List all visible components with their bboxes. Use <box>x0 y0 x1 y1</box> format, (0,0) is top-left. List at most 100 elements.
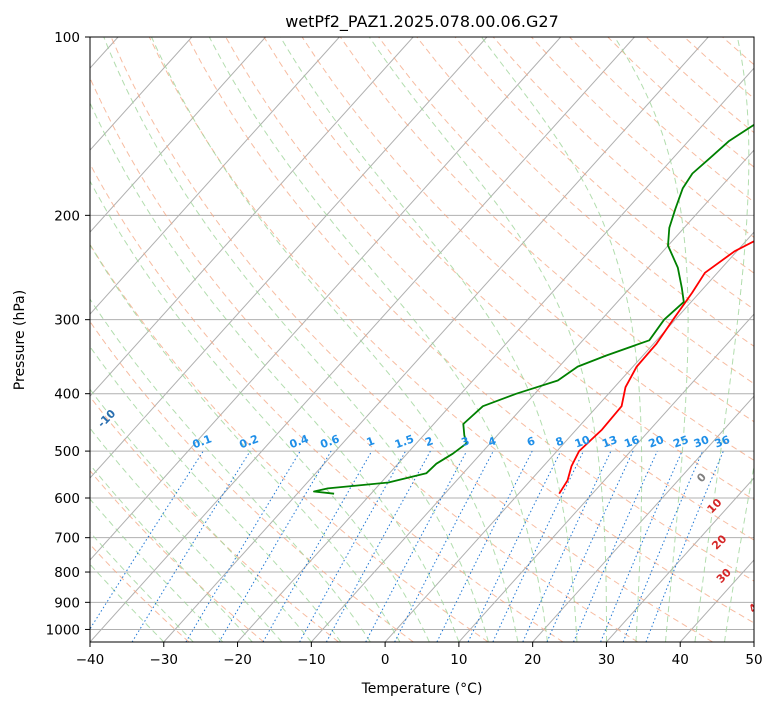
isotherm <box>310 149 754 642</box>
mixing-ratio-line <box>600 450 683 642</box>
x-tick-label: 20 <box>524 652 541 668</box>
temperature-profile <box>558 240 754 495</box>
mixing-ratio-line <box>365 450 468 642</box>
y-axis-label: Pressure (hPa) <box>12 290 28 390</box>
y-tick-label: 800 <box>54 565 80 581</box>
moist-adiabat <box>151 37 519 642</box>
dry-adiabat <box>90 543 190 642</box>
moist-adiabat <box>90 243 401 642</box>
moist-adiabat <box>481 37 643 642</box>
mixing-ratio-label: 8 <box>554 434 566 449</box>
x-tick-label: 0 <box>381 652 390 668</box>
mixing-ratio-line <box>645 450 724 642</box>
moist-adiabat <box>90 388 312 642</box>
x-axis: −40 −30 −20 −10 0 10 20 30 40 50 <box>76 642 763 668</box>
x-tick-label: 50 <box>745 652 762 668</box>
mixing-ratio-label: 1.5 <box>393 432 416 451</box>
mixing-ratio-label: 16 <box>622 433 641 451</box>
dry-adiabat <box>90 470 265 642</box>
moist-adiabat <box>90 463 253 642</box>
isotherm <box>163 37 709 642</box>
moist-adiabat <box>368 37 607 642</box>
y-tick-label: 300 <box>54 313 80 329</box>
isotherm <box>532 395 754 642</box>
isotherm <box>237 67 754 642</box>
x-tick-label: 40 <box>672 652 689 668</box>
dry-adiabat <box>90 320 414 642</box>
dry-adiabat <box>90 243 489 642</box>
y-tick-label: 200 <box>54 208 80 224</box>
isotherm <box>90 37 340 315</box>
moist-adiabat <box>208 37 548 642</box>
y-tick-label: 600 <box>54 491 80 507</box>
moist-adiabat <box>90 427 283 642</box>
mixing-ratio-label: 20 <box>647 433 666 451</box>
isotherm <box>606 477 754 642</box>
moist-adiabat <box>103 37 489 642</box>
isotherm <box>458 313 754 642</box>
x-tick-label: 10 <box>450 652 467 668</box>
plot-frame <box>89 36 755 643</box>
moist-adiabat <box>90 101 460 642</box>
moist-adiabat <box>724 464 754 642</box>
y-tick-label: 1000 <box>46 622 80 638</box>
mixing-ratio-line <box>131 450 251 642</box>
dry-adiabat <box>416 37 754 347</box>
mixing-ratio-label: 2 <box>423 434 435 449</box>
mixing-ratio-line <box>546 450 634 642</box>
moist-adiabat <box>90 298 371 642</box>
isotherm <box>90 37 635 642</box>
mixing-ratio-line <box>622 450 704 642</box>
chart-title: wetPf2_PAZ1.2025.078.00.06.G27 <box>285 12 559 32</box>
dewpoint-profile <box>313 123 754 495</box>
mixing-ratio-label: 10 <box>573 433 592 451</box>
x-tick-label: 30 <box>598 652 615 668</box>
mixing-ratio-label: 13 <box>600 433 619 450</box>
mixing-ratio-label: 6 <box>525 434 537 449</box>
x-tick-label: −20 <box>223 652 252 668</box>
mixing-ratio-label: 36 <box>713 433 732 451</box>
mixing-ratio-label: 25 <box>671 433 690 450</box>
x-tick-label: −30 <box>150 652 179 668</box>
isotherm <box>90 37 414 397</box>
x-tick-label: −10 <box>297 652 326 668</box>
plot-area: -100-90-80-70-60-50-40-30-20-10010203040… <box>90 37 754 642</box>
moist-adiabats <box>90 37 754 642</box>
mixing-ratio-line <box>573 450 658 642</box>
y-tick-label: 500 <box>54 444 80 460</box>
x-tick-label: −40 <box>76 652 105 668</box>
y-tick-label: 900 <box>54 595 80 611</box>
y-tick-label: 100 <box>54 30 80 46</box>
mixing-ratio-lines <box>90 450 724 642</box>
isotherm <box>90 37 562 561</box>
moist-adiabat <box>279 37 578 642</box>
dry-adiabat <box>90 395 339 642</box>
dry-adiabat <box>110 37 713 642</box>
x-axis-label: Temperature (°C) <box>361 681 483 697</box>
isotherm <box>384 231 754 642</box>
mixing-ratio-label: 30 <box>692 433 711 451</box>
mixing-ratio-label: 4 <box>486 434 498 449</box>
mixing-ratio-label: 0.1 <box>191 432 214 451</box>
dry-adiabat <box>148 37 754 624</box>
moist-adiabat <box>694 37 750 642</box>
dry-adiabat <box>454 37 754 310</box>
moist-adiabat <box>614 37 689 642</box>
dry-adiabat <box>90 162 564 642</box>
moist-adiabat <box>90 345 342 642</box>
isotherm <box>90 37 193 151</box>
isotherm <box>90 37 488 479</box>
y-axis: 100 200 300 400 500 600 700 800 900 1000 <box>46 30 90 638</box>
mixing-ratio-line <box>436 450 533 642</box>
mixing-ratio-line <box>325 450 431 642</box>
profiles <box>313 123 754 495</box>
mixing-ratio-label: 0.2 <box>238 432 261 451</box>
y-tick-label: 700 <box>54 531 80 547</box>
mixing-ratio-label: 1 <box>365 434 377 449</box>
dry-adiabats <box>90 37 754 642</box>
isotherm <box>90 37 266 233</box>
isotherms <box>90 37 754 642</box>
mixing-ratio-line <box>299 450 407 642</box>
mixing-ratio-line <box>90 450 204 630</box>
